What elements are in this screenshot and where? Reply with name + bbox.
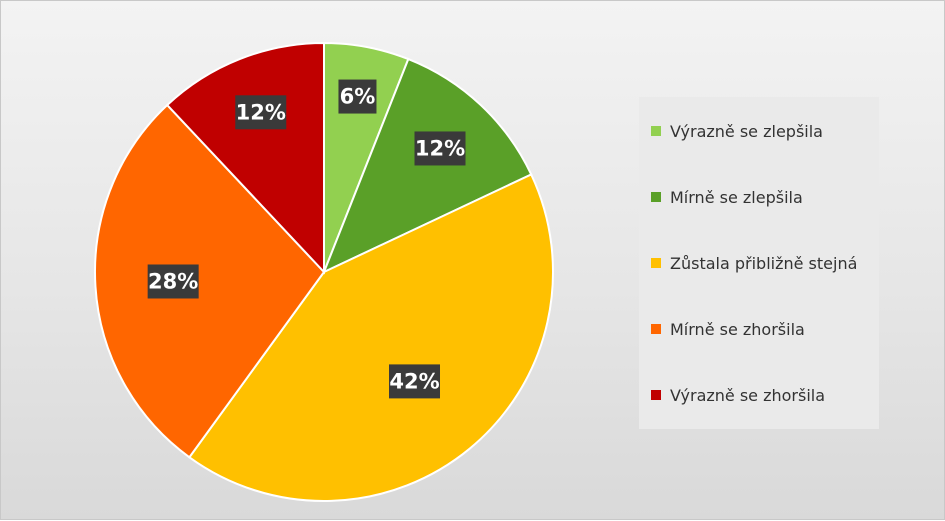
data-label-box	[389, 364, 441, 399]
legend-label: Mírně se zhoršila	[670, 319, 805, 339]
legend-swatch	[651, 324, 661, 334]
legend-swatch	[651, 258, 661, 268]
data-label-3: 42%	[389, 364, 441, 399]
data-label-5: 12%	[235, 95, 287, 130]
legend-swatch	[651, 126, 661, 136]
data-label-1: 6%	[338, 79, 377, 114]
data-label-box	[147, 264, 199, 299]
legend-item-3: Zůstala přibližně stejná	[651, 251, 857, 275]
legend-label: Výrazně se zhoršila	[670, 385, 826, 405]
data-label-text: 28%	[148, 269, 198, 293]
legend-label: Mírně se zlepšila	[670, 187, 803, 207]
legend-swatch	[651, 390, 661, 400]
data-label-box	[235, 95, 287, 130]
legend-item-1: Výrazně se zlepšila	[651, 119, 823, 143]
legend-item-4: Mírně se zhoršila	[651, 317, 805, 341]
data-label-text: 12%	[415, 136, 465, 160]
pie-slice-3	[187, 173, 554, 502]
data-label-box	[414, 131, 466, 166]
legend-item-2: Mírně se zlepšila	[651, 185, 803, 209]
data-label-box	[338, 79, 377, 114]
legend: Výrazně se zlepšila Mírně se zlepšila Zůst…	[639, 97, 879, 429]
legend-label: Výrazně se zlepšila	[670, 121, 823, 141]
legend-item-5: Výrazně se zhoršila	[651, 383, 825, 407]
data-label-2: 12%	[414, 131, 466, 166]
pie-slice-4	[94, 103, 326, 459]
pie-slice-2	[322, 57, 533, 274]
data-label-4: 28%	[147, 264, 199, 299]
legend-swatch	[651, 192, 661, 202]
legend-label: Zůstala přibližně stejná	[670, 253, 858, 273]
data-label-text: 12%	[236, 100, 286, 124]
data-label-text: 6%	[340, 85, 376, 109]
data-label-text: 42%	[389, 369, 439, 393]
